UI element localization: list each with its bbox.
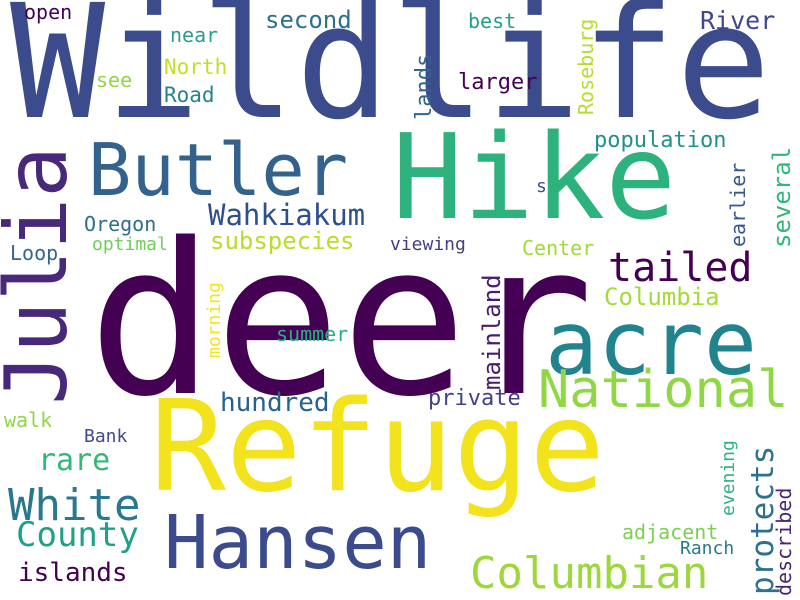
word-center: Center [522, 236, 595, 260]
word-population: population [594, 128, 727, 153]
word-hansen: Hansen [164, 500, 432, 586]
word-subspecies: subspecies [210, 227, 355, 255]
word-evening: evening [718, 440, 739, 516]
word-oregon: Oregon [84, 212, 157, 236]
word-second: second [265, 6, 352, 34]
word-acre: acre [545, 292, 757, 395]
word-open: open [24, 0, 73, 24]
word-lands: lands [412, 53, 437, 120]
word-roseburg: Roseburg [574, 18, 598, 115]
word-river: River [700, 6, 776, 35]
word-ranch: Ranch [680, 538, 735, 559]
word-adjacent: adjacent [622, 520, 719, 544]
word-columbia: Columbia [604, 283, 720, 311]
word-wildlife: Wildlife [10, 0, 771, 155]
word-optimal: optimal [92, 234, 168, 255]
word-hike: Hike [392, 108, 677, 246]
word-white: White [8, 480, 141, 531]
word-described: described [772, 487, 796, 596]
word-columbian: Columbian [470, 548, 709, 599]
word-county: County [16, 515, 139, 555]
word-near: near [170, 23, 219, 47]
word-private: private [428, 386, 521, 411]
word-deer: deer [88, 198, 594, 443]
word-road: Road [164, 83, 215, 107]
word-butler: Butler [88, 128, 349, 212]
word-larger: larger [458, 70, 538, 95]
word-wahkiakum: Wahkiakum [208, 198, 366, 232]
word-see: see [96, 68, 133, 92]
word-refuge: Refuge [150, 373, 606, 520]
word-summer: summer [276, 322, 349, 346]
word-s: s [536, 176, 547, 197]
word-loop: Loop [10, 241, 59, 265]
word-several: several [768, 146, 796, 248]
word-tailed: tailed [608, 245, 753, 291]
word-north: North [164, 55, 228, 79]
word-hundred: hundred [220, 388, 330, 418]
word-bank: Bank [84, 426, 128, 447]
word-earlier: earlier [726, 162, 750, 247]
word-mainland: mainland [478, 274, 506, 390]
word-morning: morning [204, 282, 225, 358]
word-national: National [538, 360, 789, 420]
word-rare: rare [38, 443, 111, 478]
word-julia: Julia [0, 146, 87, 405]
word-islands: islands [18, 558, 128, 588]
word-best: best [468, 9, 517, 33]
word-viewing: viewing [390, 234, 466, 255]
word-walk: walk [4, 408, 53, 432]
